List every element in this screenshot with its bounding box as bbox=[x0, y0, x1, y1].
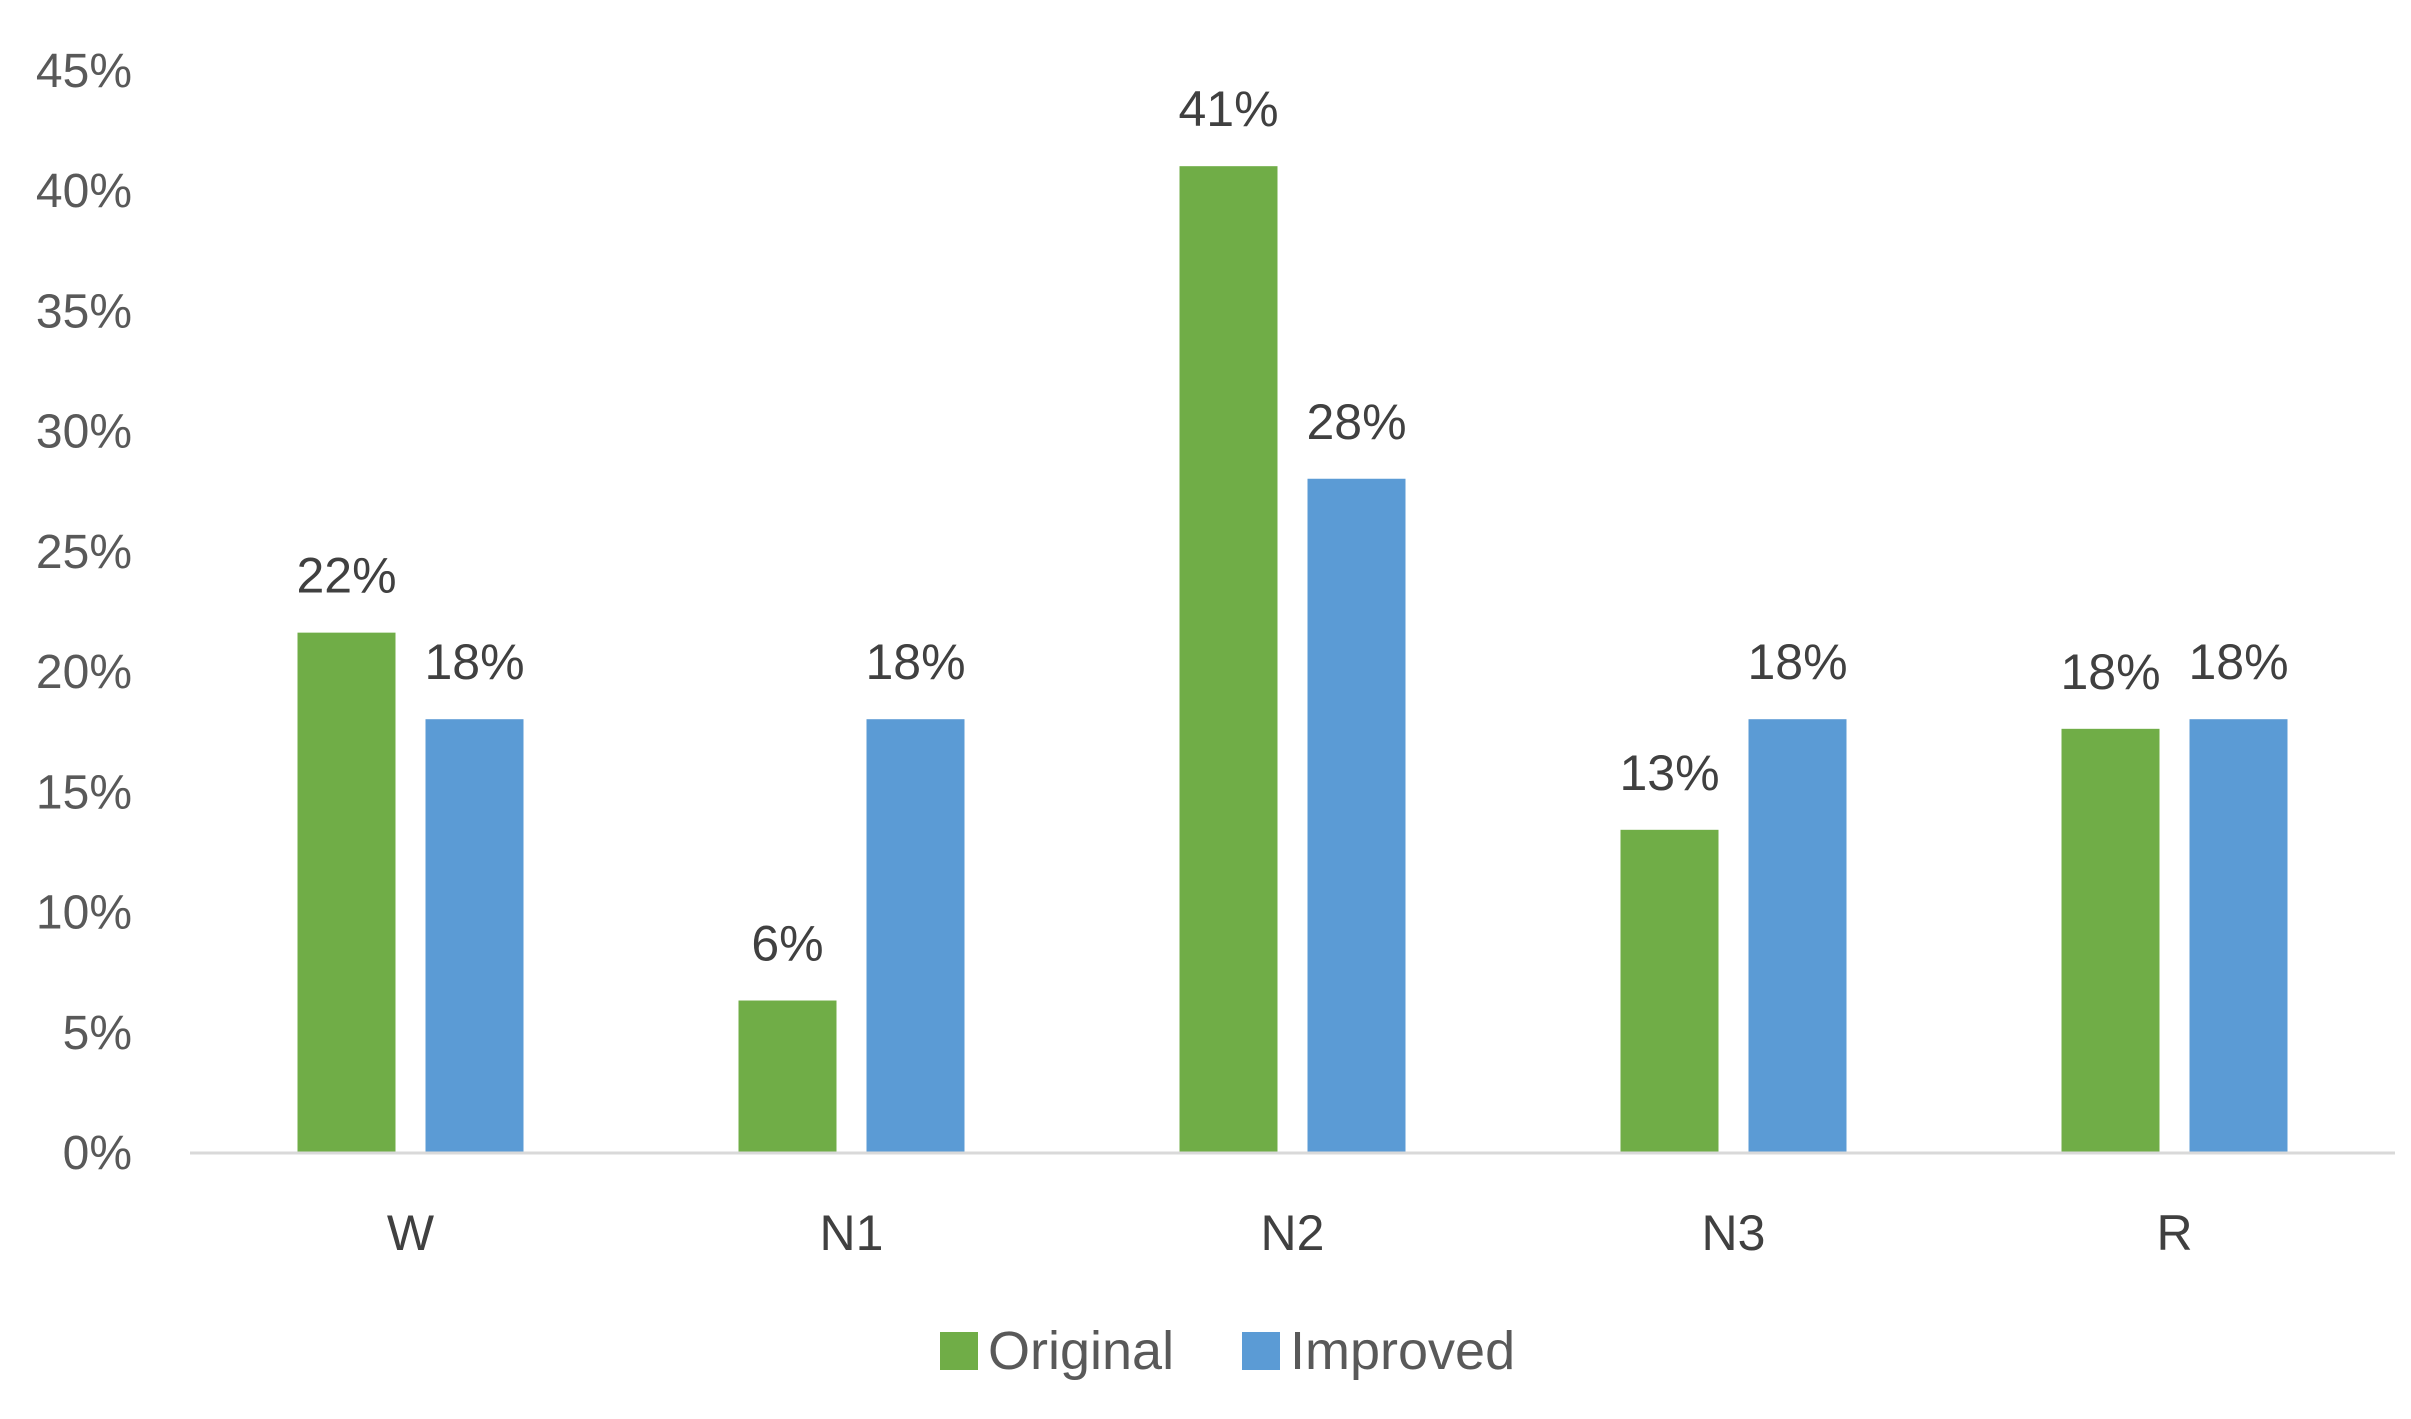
bar-improved-n1 bbox=[866, 719, 965, 1152]
data-label-original-n1: 6% bbox=[751, 916, 823, 972]
data-label-improved-n1: 18% bbox=[865, 634, 965, 690]
bars-group bbox=[297, 166, 2288, 1152]
bar-original-w bbox=[297, 632, 396, 1152]
x-category-label: N3 bbox=[1702, 1205, 1766, 1261]
y-axis-tick-labels: 0% 5% 10% 15% 20% 25% 30% 35% 40% 45% bbox=[36, 45, 132, 1180]
bar-improved-n2 bbox=[1307, 478, 1406, 1152]
bar-original-n3 bbox=[1620, 829, 1719, 1152]
bar-improved-r bbox=[2189, 719, 2288, 1152]
data-label-original-n2: 41% bbox=[1178, 81, 1278, 137]
x-category-label: N2 bbox=[1261, 1205, 1325, 1261]
x-category-label: N1 bbox=[820, 1205, 884, 1261]
legend-label-improved: Improved bbox=[1290, 1321, 1515, 1381]
bar-improved-w bbox=[425, 719, 524, 1152]
y-tick-label: 25% bbox=[36, 526, 132, 579]
y-tick-label: 45% bbox=[36, 45, 132, 98]
data-label-improved-w: 18% bbox=[424, 634, 524, 690]
bar-original-n2 bbox=[1179, 166, 1278, 1152]
y-tick-label: 5% bbox=[63, 1007, 132, 1060]
bar-improved-n3 bbox=[1748, 719, 1847, 1152]
legend-swatch-original bbox=[940, 1332, 978, 1370]
data-label-original-w: 22% bbox=[296, 548, 396, 604]
data-label-original-n3: 13% bbox=[1619, 745, 1719, 801]
data-labels-group: 22% 18% 6% 18% 41% 28% 13% 18% 18% 18% bbox=[296, 81, 2288, 971]
y-tick-label: 10% bbox=[36, 887, 132, 940]
y-tick-label: 35% bbox=[36, 285, 132, 338]
x-axis-category-labels: W N1 N2 N3 R bbox=[387, 1205, 2193, 1261]
y-tick-label: 40% bbox=[36, 165, 132, 218]
bar-original-r bbox=[2061, 728, 2160, 1152]
y-tick-label: 15% bbox=[36, 766, 132, 819]
legend-swatch-improved bbox=[1242, 1332, 1280, 1370]
legend-label-original: Original bbox=[988, 1321, 1174, 1381]
y-tick-label: 20% bbox=[36, 646, 132, 699]
legend: Original Improved bbox=[940, 1321, 1515, 1381]
data-label-improved-n2: 28% bbox=[1306, 394, 1406, 450]
y-tick-label: 0% bbox=[63, 1127, 132, 1180]
x-category-label: W bbox=[387, 1205, 435, 1261]
y-tick-label: 30% bbox=[36, 406, 132, 459]
data-label-improved-r: 18% bbox=[2188, 634, 2288, 690]
bar-original-n1 bbox=[738, 1000, 837, 1152]
data-label-improved-n3: 18% bbox=[1747, 634, 1847, 690]
x-category-label: R bbox=[2156, 1205, 2192, 1261]
data-label-original-r: 18% bbox=[2060, 644, 2160, 700]
